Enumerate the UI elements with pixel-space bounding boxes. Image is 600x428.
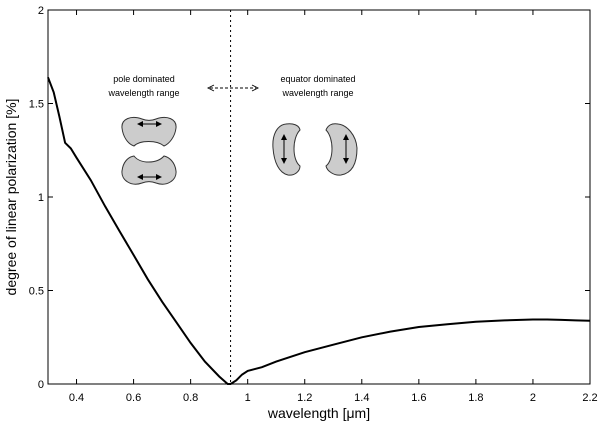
x-tick-label: 0.4	[69, 392, 84, 404]
x-tick-label: 1	[245, 392, 251, 404]
y-axis-title: degree of linear polarization [%]	[3, 99, 19, 296]
y-tick-label: 0.5	[29, 286, 44, 298]
x-tick-label: 0.8	[183, 392, 198, 404]
y-tick-label: 1	[38, 192, 44, 204]
y-tick-label: 1.5	[29, 99, 44, 111]
annotation-pole-line2: wavelength range	[107, 88, 179, 98]
series-line-polarization	[47, 76, 591, 385]
x-tick-label: 1.8	[468, 392, 483, 404]
annotation-equator-line1: equator dominated	[280, 74, 355, 84]
pole-shape-bottom	[121, 155, 177, 185]
x-tick-label: 1.6	[411, 392, 426, 404]
equator-shape-right	[325, 123, 358, 176]
y-tick-label: 2	[38, 5, 44, 17]
x-tick-label: 2	[530, 392, 536, 404]
annotation-pole-line1: pole dominated	[113, 74, 175, 84]
x-axis-title: wavelength [μm]	[267, 405, 370, 421]
x-tick-label: 1.4	[354, 392, 369, 404]
x-axis-ticks: 0.4 0.6 0.8 1 1.2 1.4 1.6 1.8 2 2.2	[69, 10, 598, 404]
range-double-arrow	[206, 84, 260, 92]
y-tick-label: 0	[38, 379, 44, 391]
x-tick-label: 0.6	[126, 392, 141, 404]
x-tick-label: 1.2	[297, 392, 312, 404]
annotation-equator-line2: wavelength range	[281, 88, 353, 98]
plot-frame	[47, 9, 591, 385]
x-tick-label: 2.2	[582, 392, 597, 404]
y-axis-ticks: 0 0.5 1 1.5 2	[29, 5, 590, 391]
equator-shape-left	[272, 123, 301, 176]
pole-shape-top	[121, 116, 177, 147]
